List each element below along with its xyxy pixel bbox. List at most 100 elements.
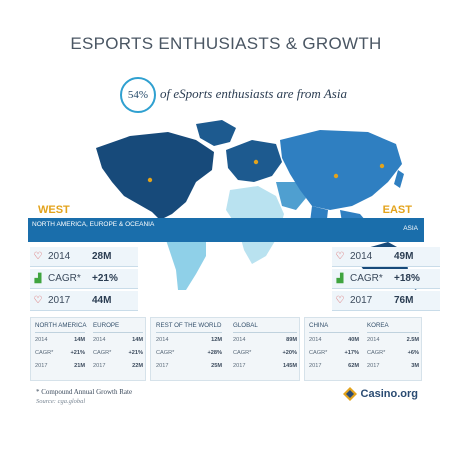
row-key: 2014 [156,336,169,343]
table-row: 2017 21M [35,359,85,372]
growth-chart-icon: ▟ [336,273,344,283]
map-japan [394,170,404,188]
table-row: CAGR* +17% [309,346,359,359]
table-row: 2014 14M [35,333,85,346]
source-line: Source: cga.global [36,398,86,405]
row-value: 25M [211,362,222,369]
row-value: 21M [74,362,85,369]
heart-icon: ♡ [33,251,43,262]
region-name: CHINA [309,318,359,333]
asia-callout: 54% of eSports enthusiasts are from Asia [120,77,347,113]
stat-row: ▟ CAGR* +18% [332,269,440,289]
row-value: +28% [207,349,222,356]
map-europe [226,140,282,182]
row-key: 2014 [233,336,246,343]
row-key: 2014 [93,336,106,343]
row-key: CAGR* [156,349,175,356]
row-value: +6% [407,349,419,356]
region-name: GLOBAL [233,318,297,333]
table-row: 2014 40M [309,333,359,346]
row-value: +20% [282,349,297,356]
row-key: 2014 [309,336,322,343]
footnote: * Compound Annual Growth Rate [36,388,133,396]
region-table: CHINA 2014 40M CAGR* +17% 2017 62M [309,318,359,372]
map-pin [379,163,385,169]
row-value: 12M [211,336,222,343]
heart-icon: ♡ [335,295,345,306]
table-row: 2017 62M [309,359,359,372]
stat-value: 44M [92,295,112,306]
row-value: 14M [74,336,85,343]
row-key: CAGR* [35,349,54,356]
row-value: +17% [344,349,359,356]
stat-row: ▟ CAGR* +21% [30,269,138,289]
row-value: 3M [411,362,419,369]
row-key: 2014 [367,336,380,343]
table-row: CAGR* +21% [93,346,143,359]
row-value: 22M [132,362,143,369]
table-row: 2014 12M [156,333,222,346]
east-region-label: ASIA [403,225,418,232]
percent-badge: 54% [120,77,156,113]
stat-value: +21% [92,273,118,284]
stat-value: 28M [92,251,112,262]
stat-key: CAGR* [350,273,383,284]
table-row: 2017 145M [233,359,297,372]
region-table: KOREA 2014 2.5M CAGR* +6% 2017 3M [367,318,419,372]
row-key: 2017 [233,362,246,369]
row-value: 2.5M [406,336,419,343]
map-asia [280,130,402,210]
table-row: CAGR* +28% [156,346,222,359]
stat-row: ♡ 2014 49M [332,247,440,267]
casino-logo: Casino.org [342,386,418,402]
table-row: 2017 25M [156,359,222,372]
stat-row: ♡ 2017 44M [30,291,138,311]
row-key: 2017 [156,362,169,369]
stat-row: ♡ 2014 28M [30,247,138,267]
growth-chart-icon: ▟ [34,273,42,283]
logo-diamond-icon [342,387,357,401]
row-key: 2014 [35,336,48,343]
row-value: 62M [348,362,359,369]
stat-row: ♡ 2017 76M [332,291,440,311]
stat-key: 2014 [48,251,71,262]
heart-icon: ♡ [335,251,345,262]
region-table: EUROPE 2014 14M CAGR* +21% 2017 22M [93,318,143,372]
map-north-america [96,132,214,220]
map-pin [253,159,259,165]
region-name: EUROPE [93,318,143,333]
east-heading: EAST [382,204,412,216]
row-key: CAGR* [367,349,386,356]
row-key: CAGR* [233,349,252,356]
page-title: ESPORTS ENTHUSIASTS & GROWTH [70,34,382,53]
map-greenland [196,120,236,146]
stat-value: 49M [394,251,414,262]
stat-key: CAGR* [48,273,81,284]
callout-text: of eSports enthusiasts are from Asia [160,86,347,101]
row-value: 14M [132,336,143,343]
row-key: 2017 [93,362,106,369]
map-middle-east [276,182,306,210]
west-heading: WEST [38,204,70,216]
row-key: 2017 [367,362,380,369]
table-row: 2014 14M [93,333,143,346]
table-row: 2017 22M [93,359,143,372]
heart-icon: ♡ [33,295,43,306]
region-table: REST OF THE WORLD 2014 12M CAGR* +28% 2017… [156,318,222,372]
region-table: NORTH AMERICA 2014 14M CAGR* +21% 2017 21M [35,318,86,372]
table-row: CAGR* +6% [367,346,419,359]
row-key: 2017 [309,362,322,369]
east-stats: ♡ 2014 49M ▟ CAGR* +18% ♡ 2017 76M [332,247,440,313]
region-table: GLOBAL 2014 89M CAGR* +20% 2017 145M [233,318,297,372]
west-regions-table: NORTH AMERICA 2014 14M CAGR* +21% 2017 21M … [30,317,146,381]
stat-key: 2017 [48,295,71,306]
row-value: 40M [348,336,359,343]
row-value: 145M [283,362,297,369]
west-stats: ♡ 2014 28M ▟ CAGR* +21% ♡ 2017 44M [30,247,138,313]
row-key: 2017 [35,362,48,369]
table-row: CAGR* +21% [35,346,85,359]
map-pin [147,177,153,183]
west-region-label: NORTH AMERICA, EUROPE & OCEANIA [32,221,155,228]
stat-value: +18% [394,273,420,284]
table-row: CAGR* +20% [233,346,297,359]
